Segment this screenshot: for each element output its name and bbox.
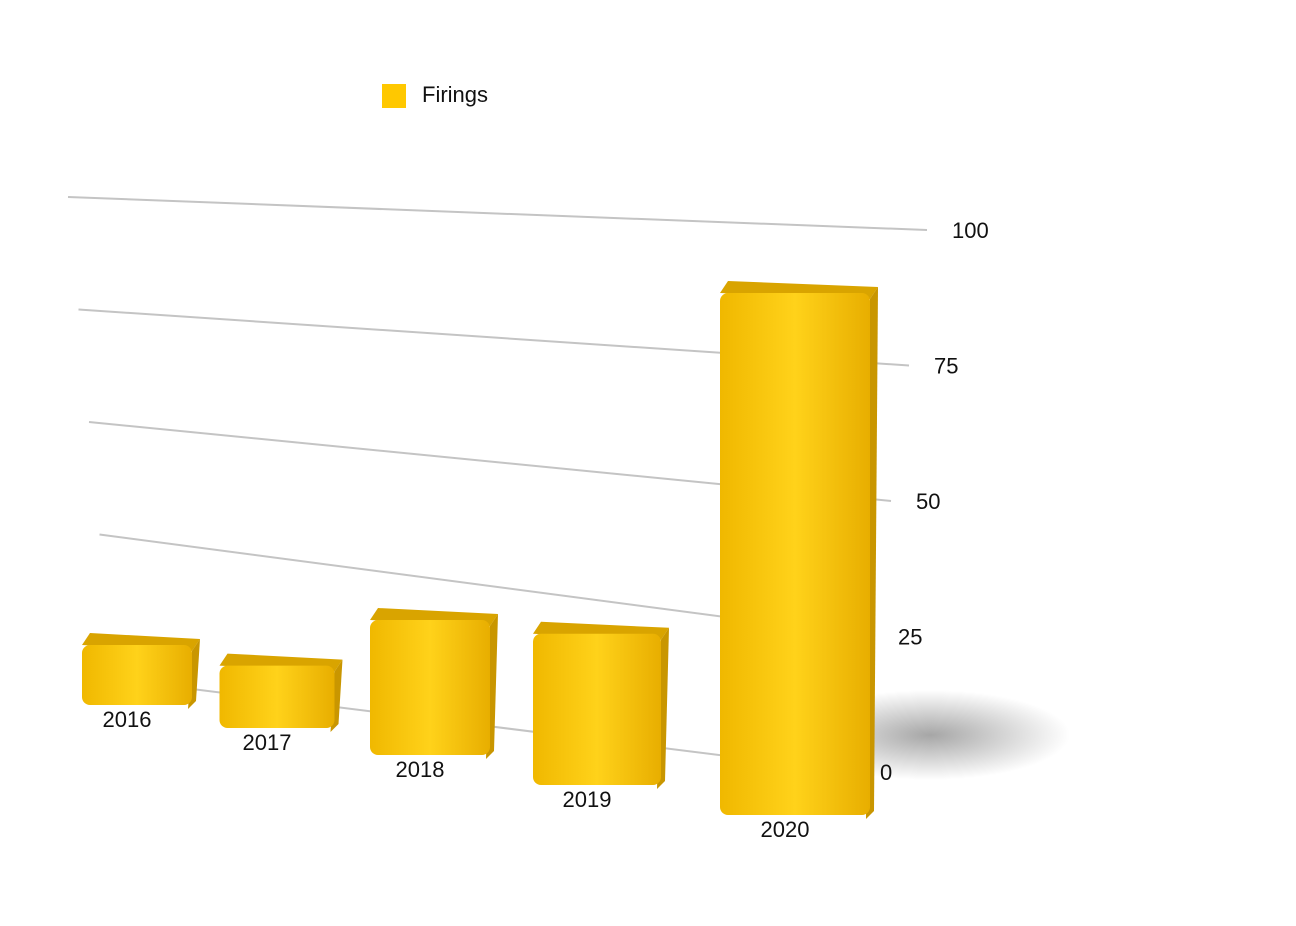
bar-front <box>370 620 490 755</box>
bar <box>370 608 498 759</box>
bar-front <box>720 293 870 815</box>
y-tick-label: 100 <box>952 218 989 243</box>
x-tick-label: 2017 <box>243 730 292 755</box>
y-tick-label: 75 <box>934 353 958 378</box>
grid-line <box>67 196 928 231</box>
legend-label: Firings <box>422 82 488 107</box>
x-tick-label: 2018 <box>396 757 445 782</box>
bar-front <box>82 645 192 705</box>
bar-front <box>219 665 335 728</box>
x-tick-label: 2020 <box>761 817 810 842</box>
y-tick-label: 25 <box>898 624 922 649</box>
bars: 2016 2017 2018 2019 2020 <box>82 281 878 842</box>
y-tick-label: 50 <box>916 489 940 514</box>
bar <box>720 281 878 819</box>
legend-swatch <box>382 84 406 108</box>
x-tick-label: 2016 <box>103 707 152 732</box>
bar <box>533 621 669 789</box>
bar-front <box>533 633 661 785</box>
x-tick-label: 2019 <box>563 787 612 812</box>
bar <box>82 633 200 709</box>
bar <box>219 653 343 732</box>
y-tick-label: 0 <box>880 760 892 785</box>
